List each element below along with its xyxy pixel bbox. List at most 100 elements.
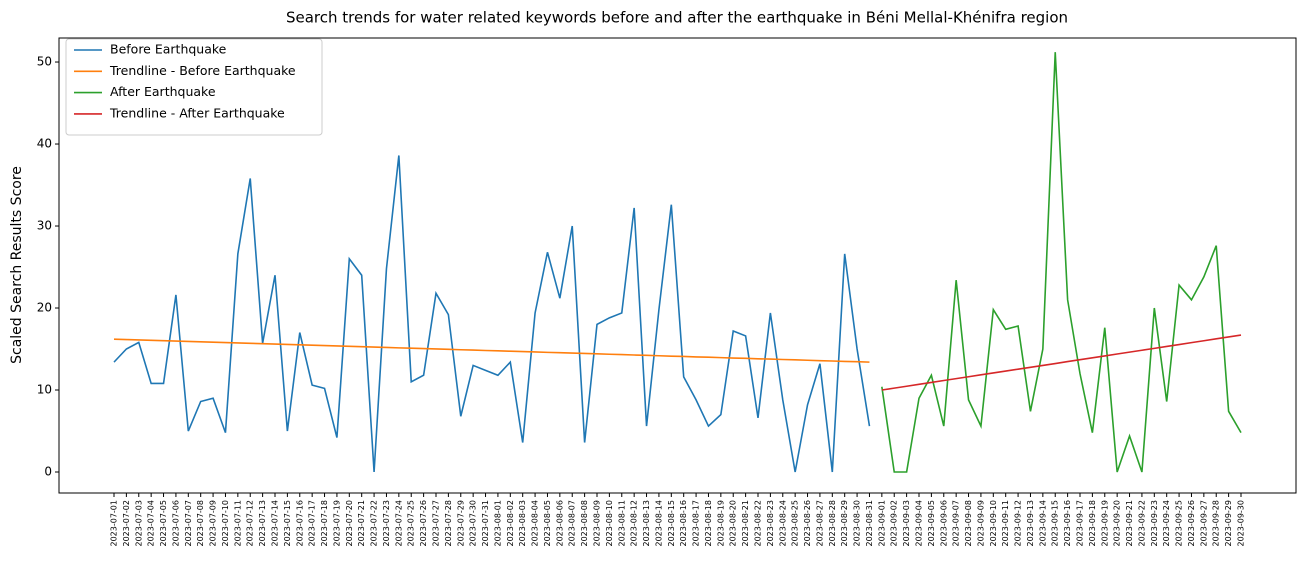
y-tick-label: 40 (37, 137, 52, 151)
x-tick-label: 2023-09-04 (915, 500, 924, 547)
x-tick-label: 2023-08-11 (617, 500, 626, 547)
x-tick-label: 2023-09-18 (1088, 500, 1097, 547)
x-tick-label: 2023-07-23 (382, 500, 391, 547)
x-tick-label: 2023-08-21 (741, 500, 750, 547)
legend-label: Trendline - After Earthquake (109, 105, 285, 120)
x-tick-label: 2023-07-11 (233, 500, 242, 547)
x-tick-label: 2023-07-18 (320, 500, 329, 547)
x-tick-label: 2023-09-22 (1137, 500, 1146, 547)
x-tick-label: 2023-07-25 (407, 500, 416, 547)
x-tick-label: 2023-09-03 (902, 500, 911, 547)
x-tick-label: 2023-09-25 (1175, 500, 1184, 547)
plot-frame (58, 37, 1297, 494)
x-tick-label: 2023-08-17 (692, 500, 701, 547)
x-tick-label: 2023-07-24 (394, 500, 403, 547)
x-tick-label: 2023-08-08 (580, 500, 589, 547)
y-tick-label: 30 (37, 219, 52, 233)
x-tick-label: 2023-09-08 (964, 500, 973, 547)
x-tick-label: 2023-08-28 (828, 500, 837, 547)
x-tick-label: 2023-07-31 (481, 500, 490, 547)
x-tick-label: 2023-07-10 (221, 500, 230, 547)
x-tick-label: 2023-07-03 (134, 500, 143, 547)
x-tick-label: 2023-09-24 (1162, 500, 1171, 547)
x-tick-label: 2023-08-26 (803, 500, 812, 547)
x-tick-label: 2023-07-21 (357, 500, 366, 547)
chart-title: Search trends for water related keywords… (286, 9, 1068, 27)
x-tick-label: 2023-09-20 (1113, 500, 1122, 547)
x-tick-label: 2023-09-26 (1187, 500, 1196, 547)
y-axis-label: Scaled Search Results Score (9, 166, 25, 364)
legend-label: Before Earthquake (110, 42, 227, 57)
x-tick-label: 2023-08-19 (716, 500, 725, 547)
x-tick-label: 2023-08-31 (865, 500, 874, 547)
x-tick-label: 2023-08-29 (840, 500, 849, 547)
x-tick-label: 2023-07-22 (370, 500, 379, 547)
x-tick-label: 2023-08-25 (791, 500, 800, 547)
x-tick-label: 2023-08-24 (778, 500, 787, 547)
x-tick-label: 2023-08-16 (679, 500, 688, 547)
x-tick-label: 2023-08-04 (531, 500, 540, 547)
y-tick-label: 0 (44, 465, 52, 479)
series-line (113, 155, 871, 473)
x-tick-label: 2023-07-19 (332, 500, 341, 547)
x-tick-label: 2023-07-05 (159, 500, 168, 547)
legend-label: Trendline - Before Earthquake (109, 63, 296, 78)
y-tick-label: 10 (37, 383, 52, 397)
x-tick-label: 2023-07-17 (308, 500, 317, 547)
x-tick-label: 2023-07-26 (419, 500, 428, 547)
legend-box (65, 38, 323, 136)
x-tick-label: 2023-09-23 (1150, 500, 1159, 547)
x-tick-label: 2023-07-29 (456, 500, 465, 547)
legend-label: After Earthquake (110, 84, 216, 99)
series-line (881, 334, 1242, 391)
x-tick-label: 2023-07-14 (271, 500, 280, 547)
x-tick-label: 2023-08-05 (543, 500, 552, 547)
x-tick-label: 2023-09-15 (1051, 500, 1060, 547)
x-tick-label: 2023-08-03 (518, 500, 527, 547)
x-tick-label: 2023-09-11 (1001, 500, 1010, 547)
x-tick-label: 2023-08-10 (605, 500, 614, 547)
y-tick-label: 20 (37, 301, 52, 315)
x-tick-label: 2023-09-17 (1076, 500, 1085, 547)
x-tick-label: 2023-08-15 (667, 500, 676, 547)
x-tick-label: 2023-08-20 (729, 500, 738, 547)
x-tick-label: 2023-08-14 (654, 500, 663, 547)
x-tick-label: 2023-09-05 (927, 500, 936, 547)
y-tick-label: 50 (37, 55, 52, 69)
x-tick-label: 2023-09-28 (1212, 500, 1221, 547)
x-tick-label: 2023-08-09 (593, 500, 602, 547)
x-tick-label: 2023-08-30 (853, 500, 862, 547)
x-tick-label: 2023-09-14 (1038, 500, 1047, 547)
x-tick-label: 2023-07-06 (171, 500, 180, 547)
x-tick-label: 2023-09-07 (952, 500, 961, 547)
x-tick-label: 2023-09-29 (1224, 500, 1233, 547)
x-tick-label: 2023-07-12 (246, 500, 255, 547)
x-tick-label: 2023-09-02 (890, 500, 899, 547)
x-tick-label: 2023-08-27 (815, 500, 824, 547)
x-tick-label: 2023-07-04 (147, 500, 156, 547)
x-tick-label: 2023-08-22 (754, 500, 763, 547)
x-tick-label: 2023-07-15 (283, 500, 292, 547)
x-tick-label: 2023-07-16 (295, 500, 304, 547)
x-tick-label: 2023-08-18 (704, 500, 713, 547)
series-line (881, 52, 1242, 473)
x-tick-label: 2023-09-12 (1014, 500, 1023, 547)
x-tick-label: 2023-09-13 (1026, 500, 1035, 547)
x-tick-label: 2023-07-07 (184, 500, 193, 547)
x-tick-label: 2023-07-27 (432, 500, 441, 547)
x-tick-label: 2023-08-23 (766, 500, 775, 547)
x-tick-label: 2023-09-30 (1237, 500, 1246, 547)
x-tick-label: 2023-08-01 (493, 500, 502, 547)
x-tick-label: 2023-09-21 (1125, 500, 1134, 547)
x-tick-label: 2023-08-02 (506, 500, 515, 547)
x-tick-label: 2023-09-27 (1199, 500, 1208, 547)
x-tick-label: 2023-09-06 (939, 500, 948, 547)
x-tick-label: 2023-07-09 (209, 500, 218, 547)
x-tick-label: 2023-07-13 (258, 500, 267, 547)
x-tick-label: 2023-07-20 (345, 500, 354, 547)
series-line (113, 338, 870, 363)
x-tick-label: 2023-07-28 (444, 500, 453, 547)
x-tick-label: 2023-09-01 (877, 500, 886, 547)
